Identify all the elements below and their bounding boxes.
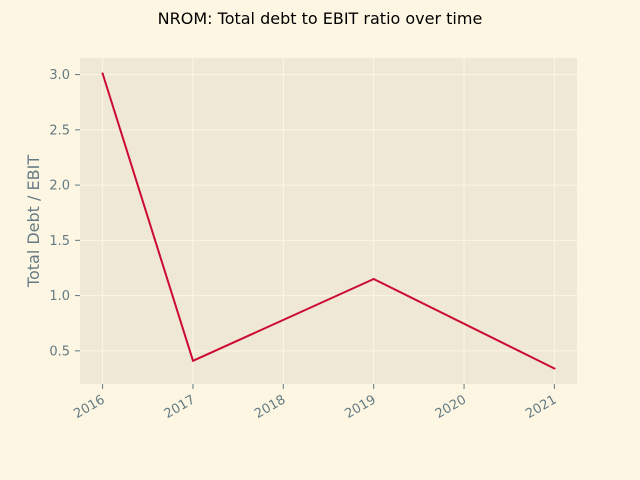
data-point — [191, 359, 194, 362]
x-tick-label: 2017 — [162, 392, 198, 422]
y-axis-label: Total Debt / EBIT — [24, 155, 43, 288]
chart-title: NROM: Total debt to EBIT ratio over time — [158, 9, 483, 28]
series-layer — [101, 72, 556, 370]
x-axis: 2016 2017 2018 2019 2020 2021 — [71, 384, 559, 422]
x-tick-label: 2020 — [433, 392, 469, 422]
y-tick-label: 1.0 — [49, 289, 70, 304]
x-tick-label: 2018 — [252, 392, 288, 422]
x-tick-label: 2019 — [343, 392, 379, 422]
data-point — [101, 72, 104, 75]
y-tick-label: 1.5 — [49, 234, 70, 249]
data-point — [553, 367, 556, 370]
data-point — [372, 278, 375, 281]
y-tick-label: 0.5 — [49, 344, 70, 359]
grid-lines — [80, 58, 577, 384]
x-tick-label: 2016 — [71, 392, 107, 422]
y-tick-label: 2.0 — [49, 179, 70, 194]
plot-area — [80, 58, 577, 384]
x-tick-label: 2021 — [523, 392, 559, 422]
y-axis: 0.5 1.0 1.5 2.0 2.5 3.0 — [49, 68, 80, 359]
series-line — [101, 72, 556, 370]
y-tick-label: 2.5 — [49, 123, 70, 138]
y-tick-label: 3.0 — [49, 68, 70, 83]
